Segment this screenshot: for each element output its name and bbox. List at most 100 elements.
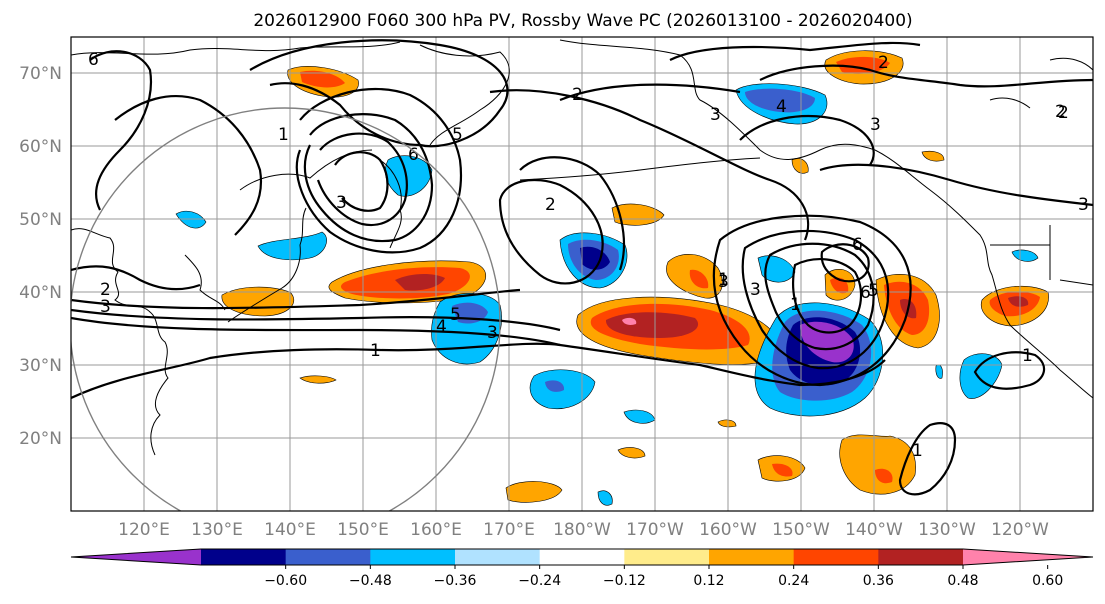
anomaly-blob bbox=[395, 274, 445, 291]
contour-label: 6 bbox=[408, 145, 419, 165]
highlight-circle bbox=[71, 107, 501, 511]
coastline-east-asia bbox=[71, 228, 169, 456]
contour-line bbox=[519, 156, 626, 271]
coastline-alaska bbox=[559, 39, 876, 160]
anomaly-blob bbox=[622, 317, 637, 325]
colorbar-segment bbox=[793, 549, 879, 565]
contour-line bbox=[316, 132, 408, 227]
contour-line bbox=[973, 351, 1046, 390]
contour-line bbox=[669, 41, 921, 61]
colorbar-tick-label: 0.12 bbox=[693, 573, 724, 589]
contour-label: 3 bbox=[718, 272, 729, 292]
colorbar-tick-label: −0.24 bbox=[518, 573, 561, 589]
contour-label: 2 bbox=[1055, 102, 1066, 122]
colorbar-segment bbox=[285, 549, 371, 565]
anomaly-blob bbox=[1008, 296, 1029, 307]
contour-label: 3 bbox=[1078, 195, 1089, 215]
colorbar-segment bbox=[455, 549, 541, 565]
contour-label: 5 bbox=[450, 305, 461, 325]
colorbar-extend-high bbox=[963, 549, 1093, 565]
contour-label: 1 bbox=[370, 341, 381, 361]
pv-anomaly-fill-negative bbox=[175, 83, 1039, 506]
contour-line bbox=[71, 308, 561, 332]
contour-line bbox=[820, 243, 870, 283]
anomaly-blob bbox=[597, 490, 613, 506]
contour-line bbox=[334, 151, 389, 212]
lon-label: 160°E bbox=[410, 520, 462, 540]
contour-label: 2 bbox=[572, 85, 583, 105]
latitude-labels: 70°N 60°N 50°N 40°N 30°N 20°N bbox=[19, 64, 62, 449]
contour-label: 2 bbox=[100, 280, 111, 300]
contour-line bbox=[71, 288, 521, 310]
contour-label: 2 bbox=[878, 53, 889, 73]
contour-label: 6 bbox=[852, 235, 863, 255]
contour-line bbox=[819, 163, 1093, 207]
lon-label: 130°E bbox=[191, 520, 243, 540]
map-area: 6 2 2 4 3 2 3 1 6 5 3 2 2 3 3 4 5 3 1 1 … bbox=[71, 37, 1093, 511]
anomaly-blob bbox=[300, 70, 345, 88]
anomaly-blob bbox=[839, 434, 916, 495]
map-title: 2026012900 F060 300 hPa PV, Rossby Wave … bbox=[253, 11, 912, 31]
lat-label: 50°N bbox=[19, 210, 62, 230]
colorbar-tick-label: 0.60 bbox=[1032, 573, 1063, 589]
contour-line bbox=[71, 316, 561, 347]
lat-label: 20°N bbox=[19, 429, 62, 449]
lon-label: 170°W bbox=[626, 520, 684, 540]
colorbar-segment bbox=[370, 549, 456, 565]
anomaly-blob bbox=[505, 481, 563, 503]
colorbar-outline bbox=[70, 548, 1094, 566]
lon-label: 150°E bbox=[337, 520, 389, 540]
anomaly-blob bbox=[921, 150, 945, 162]
contour-line bbox=[71, 265, 201, 291]
colorbar-segment bbox=[709, 549, 795, 565]
contour-line bbox=[71, 342, 886, 399]
contour-label: 6 bbox=[860, 283, 871, 303]
contour-label: 1 bbox=[278, 125, 289, 145]
coastline-japan bbox=[227, 207, 307, 323]
colorbar-tick-label: 0.36 bbox=[863, 573, 894, 589]
colorbar-tick-label: −0.12 bbox=[603, 573, 646, 589]
colorbar-extend-low bbox=[71, 549, 201, 565]
anomaly-blob bbox=[545, 380, 565, 392]
anomaly-blob bbox=[772, 463, 793, 477]
contour-label: 3 bbox=[870, 115, 881, 135]
contour-label: 5 bbox=[452, 125, 463, 145]
contour-line bbox=[792, 258, 863, 334]
contour-line bbox=[739, 114, 875, 166]
anomaly-blob bbox=[299, 375, 337, 384]
lon-label: 120°E bbox=[118, 520, 170, 540]
anomaly-blob bbox=[791, 158, 809, 174]
contour-label: 1 bbox=[790, 295, 801, 315]
lat-label: 30°N bbox=[19, 356, 62, 376]
contour-line bbox=[898, 422, 957, 496]
coastline-arctic-islands bbox=[989, 57, 1093, 109]
contour-label: 4 bbox=[776, 97, 787, 117]
colorbar-segment bbox=[539, 549, 625, 565]
coastline-chukotka bbox=[419, 44, 510, 146]
lon-label: 140°E bbox=[264, 520, 316, 540]
contour-line bbox=[559, 83, 741, 102]
anomaly-blob bbox=[175, 210, 207, 229]
anomaly-blob bbox=[745, 88, 815, 113]
colorbar-segment bbox=[624, 549, 710, 565]
contour-line bbox=[303, 113, 434, 243]
contour-line bbox=[741, 229, 890, 370]
coastline-aleutians bbox=[519, 157, 761, 181]
coastline-korea bbox=[184, 254, 226, 311]
lon-label: 120°W bbox=[991, 520, 1049, 540]
contour-label: 3 bbox=[100, 297, 111, 317]
contour-label: 3 bbox=[336, 193, 347, 213]
lon-label: 170°E bbox=[483, 520, 535, 540]
lat-label: 70°N bbox=[19, 64, 62, 84]
contour-line bbox=[89, 50, 153, 211]
anomaly-blob bbox=[689, 269, 709, 289]
lat-label: 60°N bbox=[19, 137, 62, 157]
contour-line bbox=[295, 87, 462, 254]
contour-line bbox=[489, 89, 810, 241]
contour-label: 5 bbox=[868, 281, 879, 301]
pv-contours bbox=[71, 39, 1093, 496]
contour-label: 3 bbox=[710, 105, 721, 125]
contour-line bbox=[764, 242, 875, 351]
anomaly-blob bbox=[617, 447, 646, 459]
